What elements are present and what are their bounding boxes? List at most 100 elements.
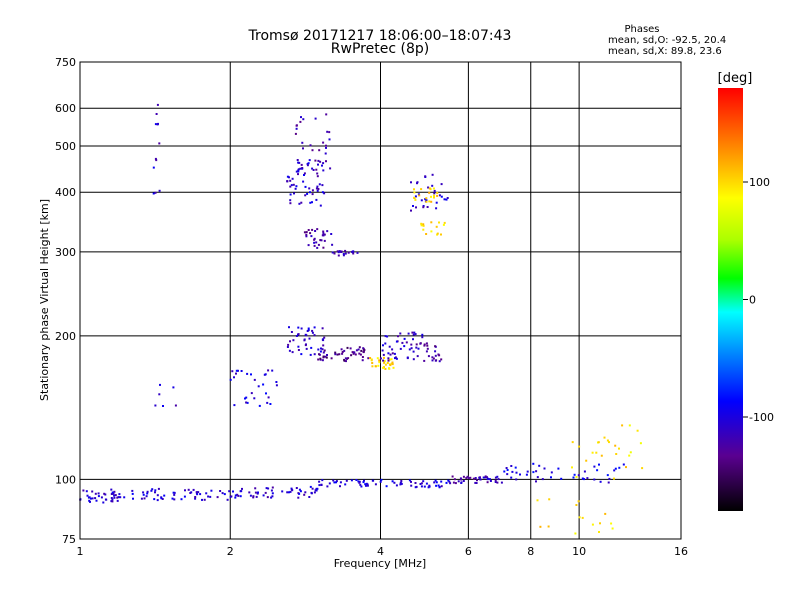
data-point [484, 475, 487, 478]
data-point [613, 469, 616, 472]
data-point [430, 221, 433, 224]
data-point [431, 173, 434, 176]
data-point [603, 436, 606, 439]
data-point [438, 194, 441, 197]
data-point [412, 205, 414, 207]
data-point [322, 169, 325, 172]
data-point [313, 241, 316, 244]
data-point [370, 358, 373, 361]
data-point [145, 495, 148, 498]
data-point [515, 478, 518, 481]
data-point [173, 498, 176, 501]
data-point [309, 353, 312, 356]
data-point [406, 356, 409, 359]
data-point [539, 525, 542, 528]
stats-x-line: mean, sd,X: 89.8, 23.6 [608, 46, 722, 57]
data-point [383, 356, 385, 359]
data-point [156, 499, 159, 502]
data-point [505, 467, 508, 469]
y-axis-label: Stationary phase Virtual Height [km] [38, 199, 51, 401]
data-point [297, 170, 300, 173]
data-point [535, 470, 538, 473]
data-point [378, 359, 381, 362]
data-point [298, 492, 301, 495]
data-point [320, 484, 323, 486]
data-point [415, 343, 418, 346]
data-point [414, 333, 417, 336]
data-point [572, 476, 575, 479]
data-point [435, 201, 438, 204]
data-point [333, 252, 336, 255]
data-point [462, 480, 465, 482]
data-point [415, 206, 417, 209]
data-point [391, 361, 394, 364]
data-point [288, 176, 290, 179]
data-point [433, 189, 436, 192]
data-point [322, 162, 325, 165]
x-axis-label: Frequency [MHz] [334, 557, 426, 570]
data-point [113, 496, 116, 499]
data-point [315, 241, 318, 244]
data-point [219, 490, 222, 492]
data-point [424, 198, 427, 201]
data-point [618, 447, 620, 450]
data-point [415, 485, 418, 488]
data-point [110, 497, 113, 499]
data-point [111, 498, 114, 501]
data-point [384, 368, 387, 370]
x-tick-label: 16 [674, 545, 688, 558]
data-point [362, 347, 365, 350]
data-point [416, 355, 419, 358]
data-point [506, 473, 509, 476]
data-point [593, 465, 596, 468]
data-point [453, 478, 456, 481]
data-point [599, 522, 601, 525]
data-point [384, 342, 387, 345]
data-point [154, 123, 157, 126]
data-point [173, 491, 176, 494]
data-point [628, 454, 631, 457]
data-point [625, 466, 627, 469]
data-point [132, 497, 134, 500]
data-point [316, 246, 319, 249]
x-tick-label: 1 [77, 545, 84, 558]
data-point [292, 339, 295, 342]
data-point [235, 369, 238, 372]
data-point [360, 485, 363, 488]
data-point [604, 512, 607, 515]
data-point [349, 347, 352, 350]
data-point [110, 493, 113, 495]
data-point [391, 348, 394, 351]
data-point [541, 478, 544, 481]
data-point [308, 496, 311, 498]
data-point [319, 204, 322, 207]
data-point [378, 361, 381, 364]
data-point [435, 207, 438, 210]
data-point [311, 201, 313, 204]
data-point [316, 175, 319, 178]
data-point [265, 392, 267, 395]
data-point [317, 159, 320, 162]
data-point [557, 467, 560, 470]
data-point [118, 493, 121, 496]
data-point [156, 103, 159, 106]
data-point [334, 351, 337, 354]
data-point [111, 491, 114, 494]
data-point [414, 198, 417, 201]
data-point [257, 491, 259, 494]
data-point [345, 479, 348, 482]
data-point [440, 358, 443, 361]
data-point [249, 494, 252, 497]
data-point [155, 159, 158, 162]
data-point [271, 492, 274, 495]
data-point [315, 187, 318, 190]
data-point [388, 358, 391, 361]
data-point [434, 479, 437, 482]
data-point [325, 146, 327, 149]
data-point [318, 353, 320, 356]
data-point [328, 131, 331, 134]
data-point [371, 362, 374, 364]
data-point [371, 479, 374, 482]
colorbar-tick-label: 100 [749, 176, 770, 189]
data-point [317, 188, 320, 190]
